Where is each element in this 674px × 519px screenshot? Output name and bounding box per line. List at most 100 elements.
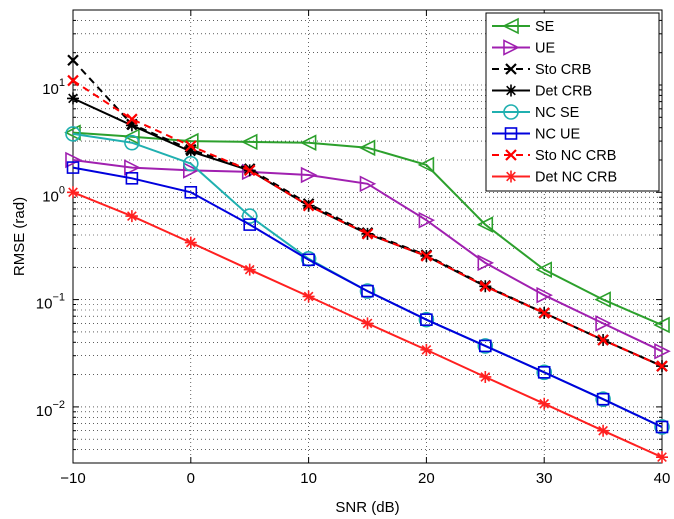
series-sto-nc-crb (67, 74, 668, 372)
data-point-det-nc-crb (538, 397, 551, 410)
legend-marker-nc-ue (504, 127, 518, 140)
y-tick-label: 100 (42, 184, 65, 205)
y-tick-label: 10−2 (36, 399, 65, 420)
legend-marker-se (502, 17, 519, 35)
legend-label-sto-crb: Sto CRB (535, 62, 591, 78)
series-line-ue (72, 159, 663, 353)
data-point-det-crb (125, 119, 138, 132)
data-point-sto-crb (67, 54, 79, 67)
data-point-sto-nc-crb (67, 74, 79, 87)
legend-entry-sto-crb: Sto CRB (492, 62, 591, 78)
data-point-se (653, 316, 670, 334)
data-point-det-nc-crb (656, 451, 668, 464)
data-point-det-nc-crb (479, 370, 492, 383)
data-point-det-nc-crb (184, 236, 197, 249)
series-line-nc-ue (72, 166, 663, 428)
data-point-se (594, 291, 611, 308)
data-point-sto-nc-crb (126, 113, 138, 125)
legend-label-det-crb: Det CRB (535, 84, 592, 100)
series-det-nc-crb (67, 186, 668, 464)
data-point-ue (124, 159, 141, 176)
data-point-sto-nc-crb (656, 360, 668, 372)
data-point-sto-nc-crb (185, 140, 197, 152)
series-se (64, 124, 670, 334)
legend-entry-nc-se: NC SE (492, 104, 580, 121)
legend-marker-ue (503, 39, 520, 56)
legend-label-se: SE (535, 19, 555, 35)
data-point-sto-nc-crb (302, 199, 315, 212)
legend-box (485, 12, 660, 192)
data-point-nc-ue (66, 161, 80, 174)
data-point-nc-ue (302, 253, 315, 267)
legend-marker-sto-crb (505, 63, 517, 75)
y-tick-label: 101 (42, 77, 65, 98)
series-lines (64, 54, 671, 464)
data-point-se (358, 139, 376, 157)
legend-label-ue: UE (535, 41, 555, 57)
x-tick-label: 0 (187, 470, 195, 487)
data-point-det-nc-crb (361, 317, 374, 330)
legend-entry-nc-ue: NC UE (492, 127, 580, 143)
legend-marker-det-crb (505, 84, 517, 97)
data-point-nc-se (359, 283, 376, 299)
legend-label-nc-ue: NC UE (535, 127, 580, 143)
plot-frame (72, 9, 663, 464)
legend-marker-det-nc-crb (505, 170, 517, 183)
legend-label-nc-se: NC SE (535, 105, 580, 121)
data-point-nc-se (654, 419, 670, 435)
data-point-nc-se (595, 391, 611, 407)
data-point-det-nc-crb (243, 263, 256, 276)
x-tick-label: 20 (418, 470, 435, 487)
data-point-sto-nc-crb (243, 164, 256, 177)
data-point-se (417, 156, 435, 174)
data-point-sto-nc-crb (597, 334, 609, 346)
data-point-nc-se (418, 311, 435, 328)
data-point-se (240, 133, 258, 151)
data-point-sto-nc-crb (479, 280, 492, 293)
data-point-det-nc-crb (420, 343, 433, 356)
data-point-nc-se (124, 134, 140, 151)
data-point-ue (300, 166, 318, 184)
data-point-nc-se (65, 126, 81, 142)
data-point-nc-se (241, 208, 258, 224)
legend-marker-nc-se (503, 104, 519, 120)
legend-entry-det-nc-crb: Det NC CRB (492, 170, 617, 186)
x-tick-label: 10 (300, 470, 317, 487)
x-tick-label: −10 (60, 470, 85, 487)
data-point-det-crb (184, 145, 197, 158)
data-point-nc-ue (655, 420, 669, 434)
data-point-ue (65, 151, 82, 169)
legend-label-sto-nc-crb: Sto NC CRB (535, 148, 616, 164)
data-point-se (535, 261, 553, 278)
data-point-nc-ue (243, 218, 256, 231)
data-point-sto-nc-crb (420, 250, 433, 262)
data-point-det-crb (67, 92, 79, 105)
data-point-nc-ue (596, 392, 610, 406)
data-point-det-nc-crb (125, 210, 138, 223)
data-point-nc-ue (420, 313, 433, 326)
data-point-ue (477, 254, 495, 272)
legend: SE UE Sto CRB Det CRB NC SE NC UE Sto NC CRB De… (485, 12, 660, 192)
data-point-ue (418, 211, 436, 229)
data-point-se (476, 216, 494, 233)
series-ue (65, 151, 671, 360)
series-line-se (72, 131, 663, 326)
data-point-se (299, 134, 317, 151)
legend-entry-sto-nc-crb: Sto NC CRB (492, 148, 616, 164)
legend-entry-ue: UE (492, 39, 555, 57)
x-axis-label: SNR (dB) (335, 499, 399, 516)
legend-entry-det-crb: Det CRB (492, 84, 592, 100)
data-point-nc-ue (184, 185, 198, 199)
data-point-det-nc-crb (302, 290, 315, 303)
data-point-ue (536, 286, 553, 304)
y-axis-label: RMSE (rad) (11, 197, 28, 276)
data-point-det-nc-crb (597, 424, 610, 437)
data-point-ue (183, 162, 200, 179)
data-point-ue (654, 342, 671, 360)
data-point-nc-se (477, 338, 494, 354)
x-tick-label: 40 (654, 470, 671, 487)
data-point-nc-se (536, 364, 553, 381)
y-tick-label: 10−1 (36, 292, 65, 313)
legend-marker-sto-nc-crb (505, 149, 517, 161)
